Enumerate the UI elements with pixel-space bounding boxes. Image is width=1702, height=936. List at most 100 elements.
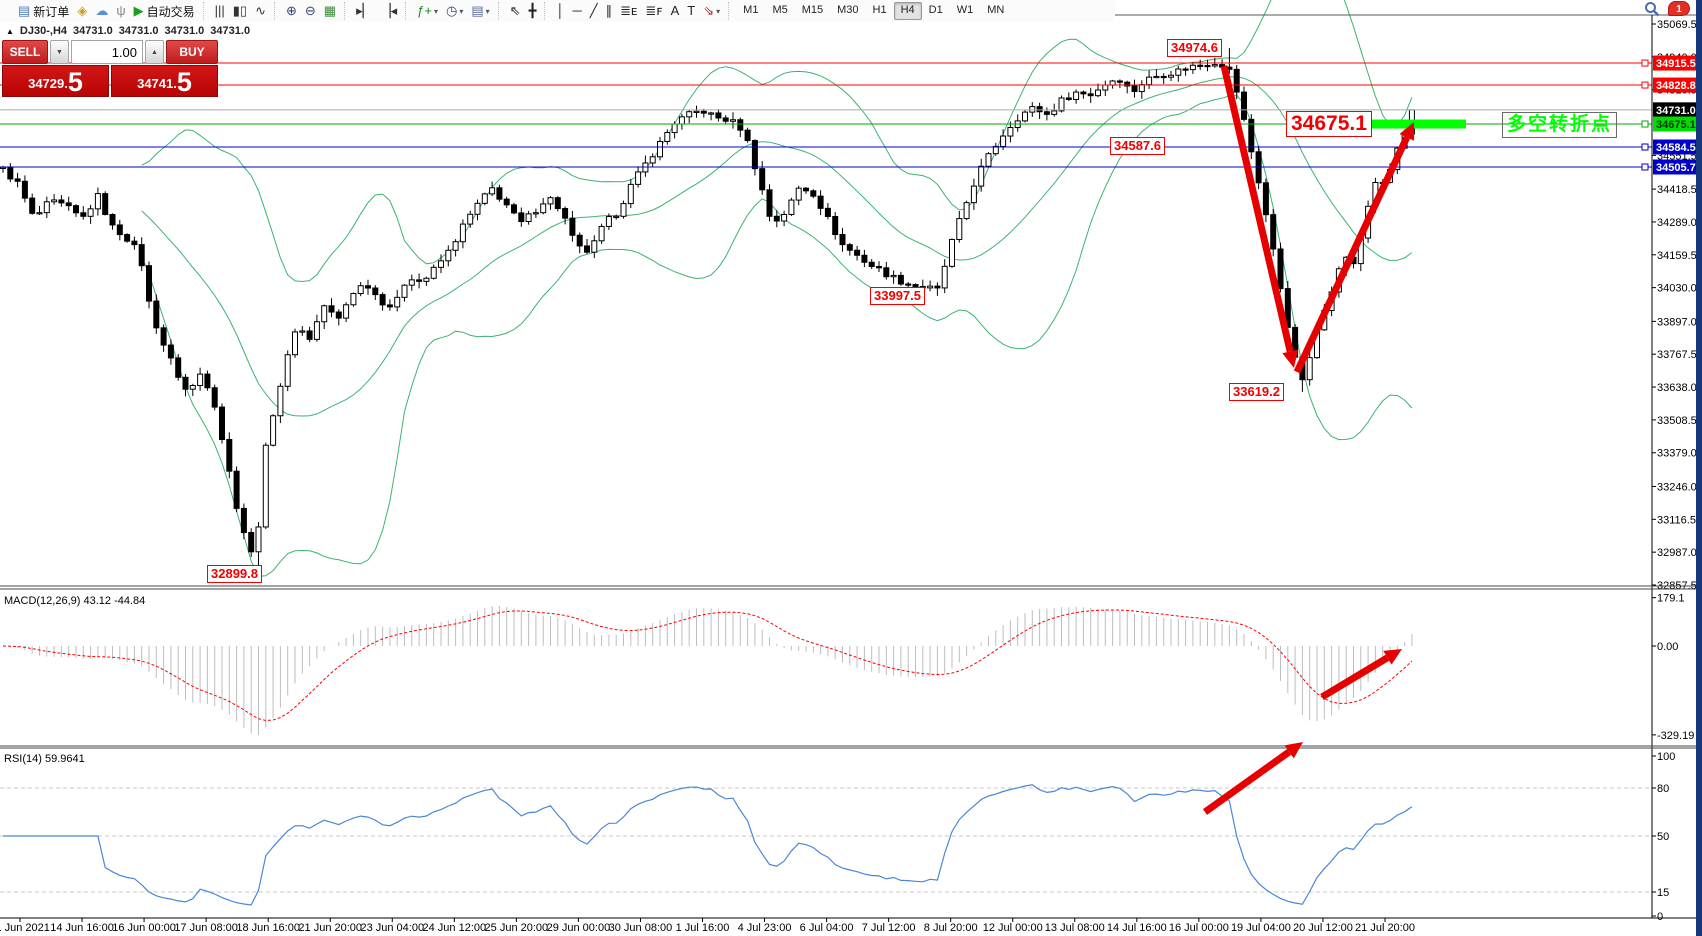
line-handle[interactable]	[1641, 59, 1649, 67]
timeframe-m15-button[interactable]: M15	[801, 4, 824, 16]
chevron-down-icon[interactable]: ▾	[459, 6, 464, 16]
volume-input[interactable]	[71, 40, 143, 64]
macd-panel-separator[interactable]	[0, 585, 1702, 590]
autotrading-button[interactable]: ▶ 自动交易	[130, 1, 199, 21]
candlestick-chart-button[interactable]: ▮▯	[229, 1, 251, 21]
svg-text:14 Jul 16:00: 14 Jul 16:00	[1107, 922, 1167, 934]
volume-increase-button[interactable]: ▲	[145, 40, 164, 64]
timeframe-w1-button[interactable]: W1	[956, 4, 974, 16]
buy-price-tile[interactable]: 34741. 5	[111, 65, 218, 97]
styles-button[interactable]: ◈	[73, 1, 91, 21]
bar-chart-button[interactable]: |||	[211, 1, 229, 21]
chevron-down-icon[interactable]: ▾	[716, 6, 721, 16]
svg-text:34828.8: 34828.8	[1656, 80, 1696, 92]
timeframe-mn-button[interactable]: MN	[987, 4, 1005, 16]
price-chip	[1653, 55, 1700, 71]
timeframe-h4-button[interactable]: H4	[893, 2, 922, 20]
svg-text:18 Jun 16:00: 18 Jun 16:00	[236, 922, 300, 934]
symbol-low: 34731.0	[164, 25, 205, 37]
chevron-down-icon[interactable]: ▾	[433, 6, 438, 16]
signals-button[interactable]: ψ	[112, 1, 129, 21]
highlight-zone[interactable]	[1372, 119, 1466, 129]
horizontal-line-button[interactable]: ─	[569, 1, 586, 21]
sell-button[interactable]: SELL	[2, 40, 48, 64]
price-callout[interactable]: 32899.8	[207, 565, 262, 584]
crosshair-button[interactable]: ╋	[525, 1, 541, 21]
svg-text:21 Jun 20:00: 21 Jun 20:00	[298, 922, 362, 934]
toolbar-separator	[344, 2, 349, 20]
trend-arrow-head	[1383, 649, 1402, 665]
notification-badge[interactable]: 1	[1668, 1, 1690, 16]
svg-text:12 Jul 00:00: 12 Jul 00:00	[983, 922, 1043, 934]
zoom-out-button[interactable]: ⊖	[301, 1, 320, 21]
indicators-button[interactable]: ƒ+ ▾	[413, 1, 442, 21]
line-handle[interactable]	[1641, 163, 1649, 171]
timeframe-d1-button[interactable]: D1	[928, 4, 943, 16]
price-chip	[1653, 116, 1700, 132]
timeframe-m30-button[interactable]: M30	[837, 4, 859, 16]
annotation-note[interactable]: 多空转折点	[1502, 112, 1618, 138]
charts-profile-button[interactable]: ☁	[91, 1, 112, 21]
price-callout[interactable]: 34587.6	[1110, 137, 1165, 156]
templates-button[interactable]: ▤ ▾	[467, 1, 493, 21]
price-callout[interactable]: 34974.6	[1167, 39, 1222, 58]
line-handle[interactable]	[1641, 143, 1649, 151]
line-handle[interactable]	[1641, 120, 1649, 128]
buy-button[interactable]: BUY	[166, 40, 218, 64]
svg-text:179.1: 179.1	[1657, 593, 1685, 605]
horizontal-line-icon: ─	[572, 3, 582, 18]
timeframe-m1-button[interactable]: M1	[743, 4, 759, 16]
candlestick-chart-icon: ▮▯	[232, 3, 248, 18]
tile-windows-button[interactable]: ▦	[320, 1, 340, 21]
text-button[interactable]: A	[667, 1, 684, 21]
chevron-down-icon[interactable]: ▾	[485, 6, 490, 16]
equidistant-channel-button[interactable]: ∥	[602, 1, 617, 21]
macd-main-value: 43.12	[83, 595, 112, 607]
trend-arrows[interactable]	[1202, 65, 1415, 815]
trendline-button[interactable]: ╱	[586, 1, 602, 21]
text-label-button[interactable]: T	[683, 1, 699, 21]
rsi-panel-separator[interactable]	[0, 745, 1702, 749]
rsi-indicator-label: RSI(14) 59.9641	[4, 753, 85, 765]
trend-arrow	[1202, 749, 1292, 815]
search-icon[interactable]	[1644, 1, 1660, 17]
new-order-button[interactable]: ▤ 新订单	[14, 1, 73, 21]
line-chart-icon: ∿	[255, 3, 266, 18]
new-order-icon: ▤	[18, 3, 31, 18]
zoom-in-button[interactable]: ⊕	[282, 1, 301, 21]
price-chip	[1653, 159, 1700, 175]
main-toolbar: ▤ 新订单 ◈ ☁ ψ ▶ 自动交易 ||| ▮▯ ∿ ⊕ ⊖ ▦ ▸▏ ▕◂ ƒ+ ▾ ◷ ▾ ▤ ▾ ⇖ ╋ │ ─ ╱ ∥ ≣ᴇ…	[0, 0, 1115, 22]
fibonacci-retracement-button[interactable]: ≣ᴇ	[616, 1, 641, 21]
price-callout[interactable]: 34675.1	[1286, 111, 1372, 138]
chart-shift-button[interactable]: ▕◂	[377, 1, 402, 21]
sell-price-tile[interactable]: 34729. 5	[2, 65, 109, 97]
volume-decrease-button[interactable]: ▼	[50, 40, 69, 64]
trend-arrow	[1220, 65, 1294, 353]
line-handle[interactable]	[1641, 81, 1649, 89]
timeframe-m5-button[interactable]: M5	[772, 4, 788, 16]
periods-button[interactable]: ◷ ▾	[442, 1, 467, 21]
price-callout[interactable]: 33997.5	[870, 286, 925, 305]
svg-text:24 Jun 12:00: 24 Jun 12:00	[423, 922, 487, 934]
cursor-icon: ⇖	[509, 3, 521, 18]
timeframe-h1-button[interactable]: H1	[872, 4, 887, 16]
svg-text:33379.0: 33379.0	[1657, 448, 1697, 460]
macd-histogram	[9, 605, 1413, 735]
horizontal-level-lines[interactable]	[0, 59, 1652, 171]
svg-text:34675.1: 34675.1	[1656, 119, 1696, 131]
rsi-level-lines	[0, 787, 1652, 893]
fibonacci-fan-button[interactable]: ≣ꜰ	[641, 1, 666, 21]
vertical-line-button[interactable]: │	[552, 1, 568, 21]
line-chart-button[interactable]: ∿	[251, 1, 270, 21]
auto-scroll-button[interactable]: ▸▏	[352, 1, 377, 21]
cursor-button[interactable]: ⇖	[506, 1, 525, 21]
svg-text:50: 50	[1657, 831, 1669, 843]
price-callout[interactable]: 33619.2	[1229, 382, 1284, 401]
arrows-tool-button[interactable]: ⇘ ▾	[699, 1, 724, 21]
svg-text:34289.0: 34289.0	[1657, 217, 1697, 229]
price-scale[interactable]: 35069.534940.034810.534551.534418.534289…	[1652, 19, 1700, 923]
svg-text:16 Jul 00:00: 16 Jul 00:00	[1169, 922, 1229, 934]
